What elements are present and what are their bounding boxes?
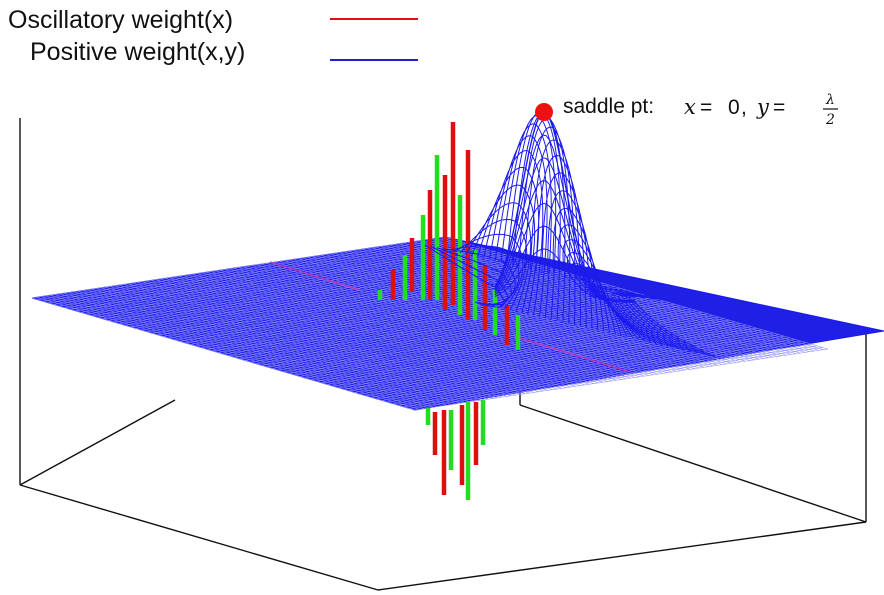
surface-mesh [31, 236, 884, 411]
annotation-frac-num: λ [825, 92, 835, 108]
annotation-separator: , [741, 96, 747, 119]
annotation-equals-1: = [700, 96, 712, 119]
ridge-line-left [269, 261, 361, 291]
annotation-x-var: x [684, 95, 696, 119]
bump-ridge-outline [494, 111, 636, 303]
box-front-right-edge [377, 521, 867, 591]
annotation-y-var: y [756, 95, 770, 119]
bump-contour-lines [494, 134, 636, 303]
legend-label-positive: Positive weight(x,y) [30, 38, 245, 66]
saddle-point-marker [535, 103, 553, 121]
legend-label-oscillatory: Oscillatory weight(x) [8, 6, 233, 34]
oscillatory-bars [377, 122, 521, 500]
box-back-right-edge [519, 404, 867, 523]
saddle-annotation: saddle pt: x = 0 , y = λ 2 [535, 92, 838, 128]
bounding-box [19, 118, 867, 591]
positive-weight-bump [424, 111, 716, 358]
ridge-line-right [519, 337, 631, 373]
annotation-equals-2: = [773, 96, 785, 119]
legend: Oscillatory weight(x) Positive weight(x,… [8, 6, 418, 66]
annotation-frac-den: 2 [825, 112, 835, 128]
annotation-x-value: 0 [728, 96, 740, 119]
annotation-prefix: saddle pt: [563, 95, 654, 118]
box-back-left-edge [19, 399, 176, 486]
box-front-left-edge [19, 484, 379, 591]
